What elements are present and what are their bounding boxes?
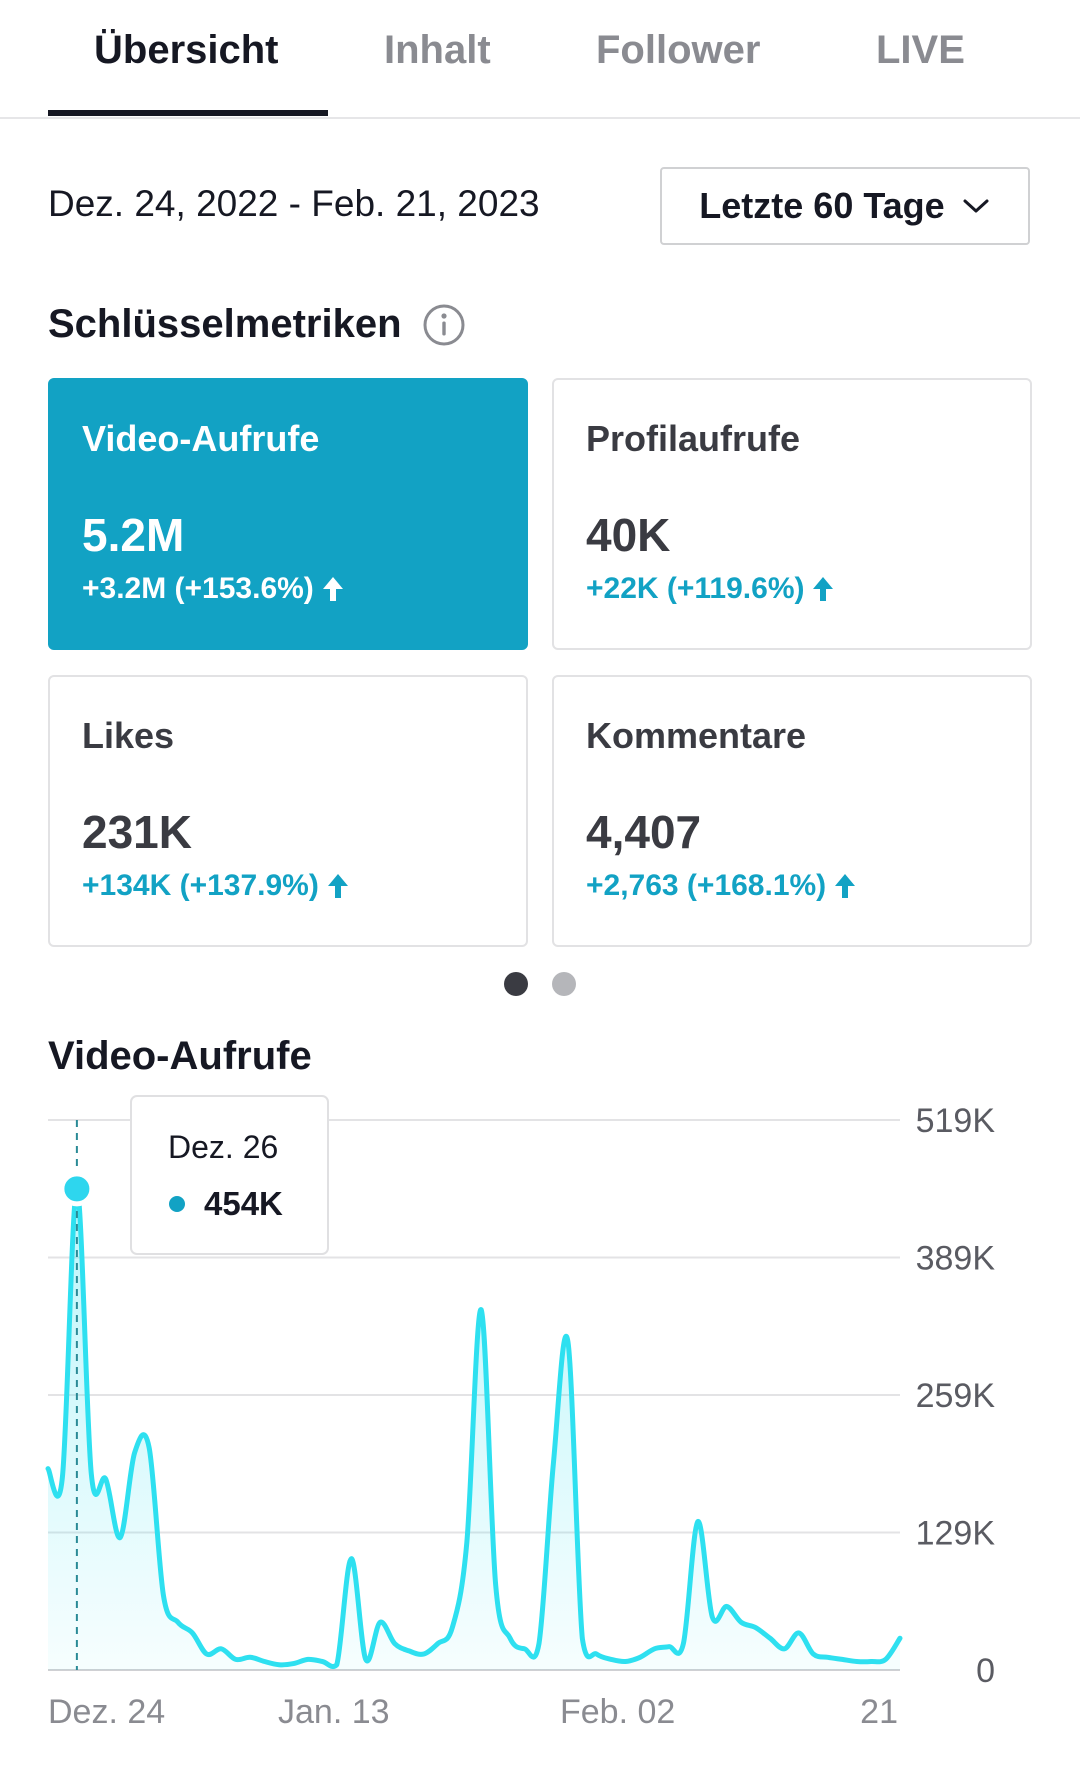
tab-content[interactable]: Inhalt xyxy=(384,28,491,72)
metric-change-text: +22K (+119.6%) xyxy=(586,572,805,605)
x-tick-label: Feb. 02 xyxy=(560,1693,675,1731)
chart-tooltip: Dez. 26 454K xyxy=(130,1095,329,1255)
metric-label: Profilaufrufe xyxy=(586,418,801,459)
chevron-down-icon xyxy=(963,199,989,213)
metric-value: 4,407 xyxy=(586,806,702,858)
y-tick-label: 519K xyxy=(916,1102,996,1140)
y-tick-label: 389K xyxy=(916,1240,996,1278)
metric-change: +2,763 (+168.1%) xyxy=(586,869,856,903)
tab-followers[interactable]: Follower xyxy=(596,28,761,72)
tab-overview[interactable]: Übersicht xyxy=(94,28,279,72)
arrow-up-icon xyxy=(835,874,856,898)
key-metrics-title: Schlüsselmetriken xyxy=(48,302,402,346)
tooltip-value: 454K xyxy=(204,1185,283,1222)
metric-change: +134K (+137.9%) xyxy=(82,869,349,903)
tooltip-series-dot xyxy=(169,1196,185,1212)
metric-change: +3.2M (+153.6%) xyxy=(82,572,344,606)
date-range-dropdown[interactable]: Letzte 60 Tage xyxy=(660,167,1030,245)
series-line xyxy=(45,1186,903,1670)
metric-value: 5.2M xyxy=(82,509,185,561)
pagination-dot-2[interactable] xyxy=(552,972,576,996)
date-range-text: Dez. 24, 2022 - Feb. 21, 2023 xyxy=(48,183,540,224)
pagination-dot-1[interactable] xyxy=(504,972,528,996)
date-range-dropdown-label: Letzte 60 Tage xyxy=(699,185,945,226)
arrow-up-icon xyxy=(813,577,834,601)
metric-label: Likes xyxy=(82,715,175,756)
tab-live[interactable]: LIVE xyxy=(876,28,965,72)
metric-value: 40K xyxy=(586,509,671,561)
metric-change-text: +134K (+137.9%) xyxy=(82,869,319,902)
video-views-chart[interactable]: 519K 389K 259K 129K 0 Dez. 24 Jan. 13 Feb. 02 21… xyxy=(0,1080,1080,1750)
metric-card-likes[interactable]: Likes 231K +134K (+137.9%) xyxy=(48,675,528,947)
tooltip-date: Dez. 26 xyxy=(168,1129,278,1165)
x-tick-label: 21 xyxy=(860,1693,898,1731)
y-tick-label: 0 xyxy=(976,1652,995,1690)
x-tick-label: Dez. 24 xyxy=(48,1693,165,1731)
arrow-up-icon xyxy=(327,874,348,898)
tab-bar: Übersicht Inhalt Follower LIVE xyxy=(0,0,1080,119)
metric-change-text: +2,763 (+168.1%) xyxy=(586,869,827,902)
info-icon[interactable] xyxy=(422,303,466,347)
metric-card-video-views[interactable]: Video-Aufrufe 5.2M +3.2M (+153.6%) xyxy=(48,378,528,650)
metric-label: Kommentare xyxy=(586,715,807,756)
chart-title: Video-Aufrufe xyxy=(48,1034,312,1078)
metric-change: +22K (+119.6%) xyxy=(586,572,834,606)
arrow-up-icon xyxy=(322,577,343,601)
active-tab-indicator xyxy=(48,110,328,116)
metric-card-comments[interactable]: Kommentare 4,407 +2,763 (+168.1%) xyxy=(552,675,1032,947)
highlighted-point[interactable] xyxy=(59,1171,95,1207)
metric-label: Video-Aufrufe xyxy=(82,418,320,459)
metric-change-text: +3.2M (+153.6%) xyxy=(82,572,314,605)
x-tick-label: Jan. 13 xyxy=(278,1693,390,1731)
metric-card-profile-views[interactable]: Profilaufrufe 40K +22K (+119.6%) xyxy=(552,378,1032,650)
y-tick-label: 129K xyxy=(916,1515,996,1553)
y-tick-label: 259K xyxy=(916,1377,996,1415)
metric-value: 231K xyxy=(82,806,192,858)
